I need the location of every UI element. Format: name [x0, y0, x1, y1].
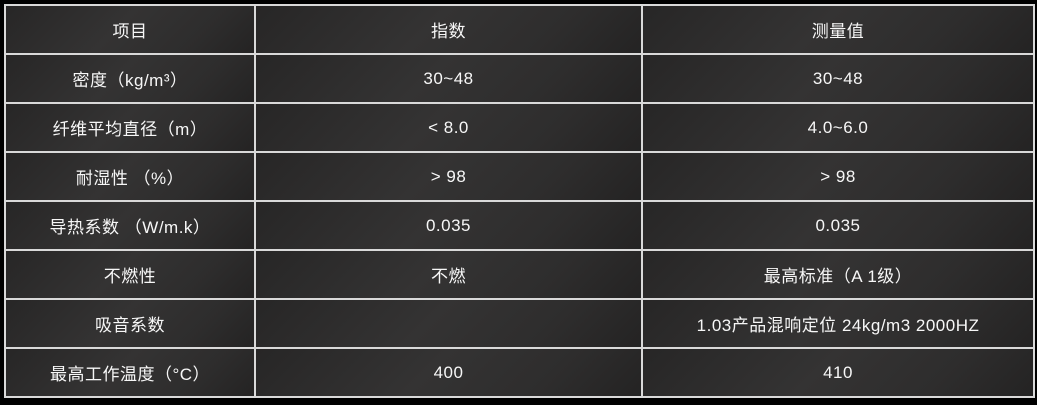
cell-index: 30~48	[254, 53, 643, 104]
cell-item: 最高工作温度（°C）	[4, 347, 256, 398]
table-row: 最高工作温度（°C） 400 410	[4, 347, 1035, 398]
table-header-row: 项目 指数 测量值	[4, 4, 1035, 55]
cell-index: 400	[254, 347, 643, 398]
cell-measured: 410	[641, 347, 1035, 398]
cell-index: < 8.0	[254, 102, 643, 153]
cell-measured: 30~48	[641, 53, 1035, 104]
cell-index: > 98	[254, 151, 643, 202]
table-row: 不燃性 不燃 最高标准（A 1级）	[4, 249, 1035, 300]
header-index: 指数	[254, 4, 643, 55]
spec-table-container: 项目 指数 测量值 密度（kg/m³） 30~48 30~48 纤维平均直径（m…	[4, 4, 1035, 398]
cell-measured: 4.0~6.0	[641, 102, 1035, 153]
cell-index: 不燃	[254, 249, 643, 300]
cell-measured: > 98	[641, 151, 1035, 202]
cell-item: 耐湿性 （%）	[4, 151, 256, 202]
cell-measured: 1.03产品混响定位 24kg/m3 2000HZ	[641, 298, 1035, 349]
spec-table: 项目 指数 测量值 密度（kg/m³） 30~48 30~48 纤维平均直径（m…	[4, 4, 1035, 398]
header-item: 项目	[4, 4, 256, 55]
table-row: 导热系数 （W/m.k） 0.035 0.035	[4, 200, 1035, 251]
header-measured: 测量值	[641, 4, 1035, 55]
table-row: 耐湿性 （%） > 98 > 98	[4, 151, 1035, 202]
cell-measured: 最高标准（A 1级）	[641, 249, 1035, 300]
cell-item: 密度（kg/m³）	[4, 53, 256, 104]
cell-item: 导热系数 （W/m.k）	[4, 200, 256, 251]
cell-index: 0.035	[254, 200, 643, 251]
table-row: 密度（kg/m³） 30~48 30~48	[4, 53, 1035, 104]
table-row: 吸音系数 1.03产品混响定位 24kg/m3 2000HZ	[4, 298, 1035, 349]
cell-index	[254, 298, 643, 349]
cell-item: 吸音系数	[4, 298, 256, 349]
cell-measured: 0.035	[641, 200, 1035, 251]
cell-item: 不燃性	[4, 249, 256, 300]
cell-item: 纤维平均直径（m）	[4, 102, 256, 153]
table-row: 纤维平均直径（m） < 8.0 4.0~6.0	[4, 102, 1035, 153]
